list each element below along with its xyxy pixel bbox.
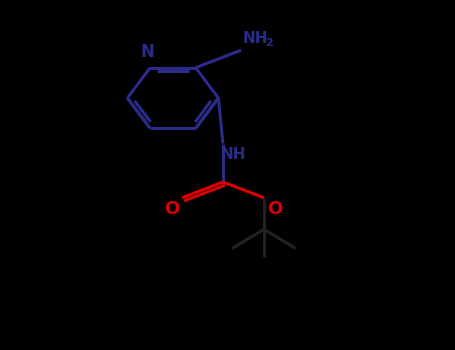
Text: 2: 2 — [265, 38, 273, 48]
Text: O: O — [267, 199, 282, 217]
Text: N: N — [141, 43, 155, 61]
Text: O: O — [164, 199, 179, 217]
Text: NH: NH — [243, 31, 268, 46]
Text: NH: NH — [221, 147, 246, 162]
